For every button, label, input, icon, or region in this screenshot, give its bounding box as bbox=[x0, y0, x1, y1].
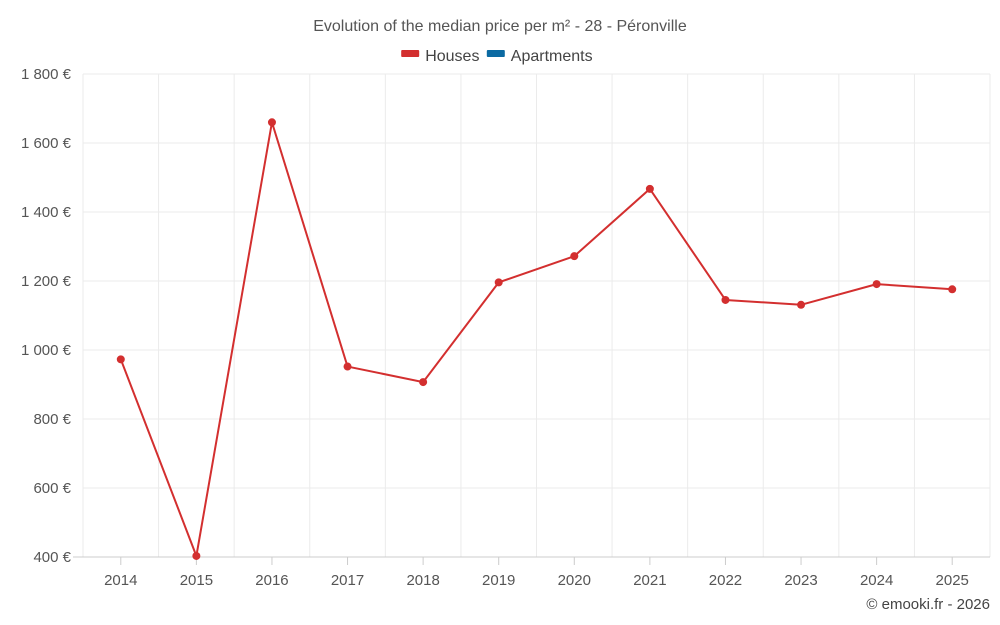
x-tick-label: 2014 bbox=[104, 572, 137, 589]
legend-swatch bbox=[486, 50, 505, 57]
legend[interactable]: Houses Apartments bbox=[401, 48, 593, 65]
series-line-houses bbox=[119, 121, 953, 557]
legend-item-apartments[interactable]: Apartments bbox=[486, 48, 593, 65]
legend-swatch bbox=[401, 50, 420, 57]
x-tick-label: 2019 bbox=[482, 572, 515, 589]
x-tick-label: 2023 bbox=[784, 572, 817, 589]
data-point[interactable] bbox=[797, 300, 806, 309]
x-tick-label: 2021 bbox=[633, 572, 666, 589]
data-point[interactable] bbox=[192, 551, 201, 560]
y-tick-label: 1 800 € bbox=[21, 66, 72, 83]
data-point[interactable] bbox=[872, 280, 881, 289]
y-tick-label: 1 400 € bbox=[21, 204, 72, 221]
grid bbox=[82, 73, 991, 557]
data-point[interactable] bbox=[116, 355, 125, 364]
data-point[interactable] bbox=[343, 362, 352, 371]
y-tick-label: 600 € bbox=[33, 480, 71, 497]
legend-label: Houses bbox=[425, 48, 479, 65]
y-tick-label: 800 € bbox=[33, 411, 71, 428]
axes: 400 € 600 € 800 € 1 000 € 1 200 € 1 400 € 1 60… bbox=[21, 66, 990, 589]
x-tick-label: 2018 bbox=[406, 572, 439, 589]
x-tick-label: 2022 bbox=[709, 572, 742, 589]
data-point[interactable] bbox=[494, 278, 503, 287]
chart-title: Evolution of the median price per m² - 2… bbox=[313, 18, 687, 35]
x-tick-label: 2024 bbox=[860, 572, 893, 589]
y-tick-label: 400 € bbox=[33, 549, 71, 566]
data-point[interactable] bbox=[570, 252, 579, 261]
data-point[interactable] bbox=[645, 184, 654, 193]
x-tick-label: 2020 bbox=[558, 572, 591, 589]
x-tick-label: 2025 bbox=[936, 572, 969, 589]
x-tick-label: 2017 bbox=[331, 572, 364, 589]
x-tick-label: 2015 bbox=[180, 572, 213, 589]
credit-text: © emooki.fr - 2026 bbox=[866, 596, 990, 613]
y-tick-label: 1 600 € bbox=[21, 135, 72, 152]
legend-item-houses[interactable]: Houses bbox=[401, 48, 479, 65]
y-tick-label: 1 200 € bbox=[21, 273, 72, 290]
data-point[interactable] bbox=[419, 378, 428, 387]
series-layer bbox=[116, 118, 957, 560]
x-tick-label: 2016 bbox=[255, 572, 288, 589]
legend-label: Apartments bbox=[511, 48, 593, 65]
data-point[interactable] bbox=[721, 295, 730, 304]
data-point[interactable] bbox=[948, 285, 957, 294]
data-point[interactable] bbox=[267, 118, 276, 127]
y-tick-label: 1 000 € bbox=[21, 342, 72, 359]
